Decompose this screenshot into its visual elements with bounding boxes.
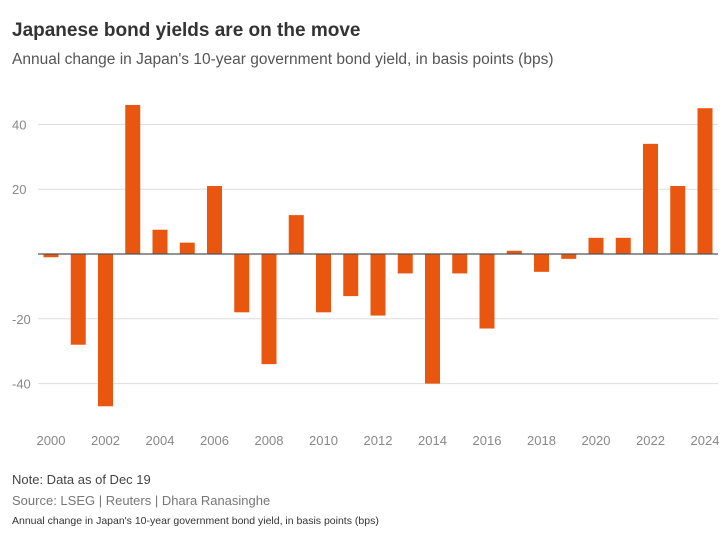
bar-2007 bbox=[234, 254, 250, 313]
bars bbox=[43, 104, 713, 407]
bar-2003 bbox=[125, 104, 141, 255]
bar-2005 bbox=[179, 242, 195, 254]
bar-2021 bbox=[615, 237, 631, 254]
bar-2011 bbox=[343, 254, 359, 297]
bar-2017 bbox=[506, 250, 522, 254]
chart-source: Source: LSEG | Reuters | Dhara Ranasingh… bbox=[12, 493, 271, 508]
y-tick-label: 20 bbox=[12, 182, 26, 197]
y-tick-label: -40 bbox=[12, 377, 31, 392]
x-tick-label: 2012 bbox=[364, 433, 393, 448]
x-tick-label: 2014 bbox=[418, 433, 447, 448]
bar-2014 bbox=[425, 254, 440, 384]
chart-note: Note: Data as of Dec 19 bbox=[12, 472, 151, 487]
chart-caption: Annual change in Japan's 10-year governm… bbox=[12, 515, 379, 527]
bar-2016 bbox=[479, 254, 495, 329]
x-tick-label: 2008 bbox=[255, 433, 284, 448]
x-tick-label: 2016 bbox=[473, 433, 502, 448]
bar-2009 bbox=[288, 215, 304, 254]
x-tick-label: 2020 bbox=[582, 433, 611, 448]
y-axis-ticks: 40 20 -20 -40 bbox=[12, 117, 31, 391]
x-tick-label: 2018 bbox=[527, 433, 556, 448]
bar-2013 bbox=[397, 254, 413, 274]
bar-2020 bbox=[588, 237, 604, 254]
x-tick-label: 2024 bbox=[691, 433, 720, 448]
x-tick-label: 2010 bbox=[309, 433, 338, 448]
x-axis-ticks: 2000 2002 2004 2006 2008 2010 2012 2014 2016 2018… bbox=[37, 433, 720, 448]
x-tick-label: 2002 bbox=[91, 433, 120, 448]
bar-2015 bbox=[452, 254, 468, 274]
bar-2019 bbox=[561, 254, 577, 259]
x-tick-label: 2004 bbox=[146, 433, 175, 448]
bar-2002 bbox=[98, 254, 113, 407]
bar-2012 bbox=[370, 254, 386, 316]
bar-2000 bbox=[43, 254, 59, 258]
bar-2024 bbox=[697, 108, 713, 254]
y-tick-label: -20 bbox=[12, 312, 31, 327]
bar-2010 bbox=[316, 254, 331, 313]
chart-subtitle: Annual change in Japan's 10-year governm… bbox=[12, 51, 554, 68]
gridlines bbox=[38, 123, 718, 385]
x-tick-label: 2006 bbox=[200, 433, 229, 448]
bar-2018 bbox=[534, 254, 549, 272]
bar-2022 bbox=[643, 143, 658, 254]
bar-2008 bbox=[261, 254, 277, 365]
x-tick-label: 2000 bbox=[37, 433, 66, 448]
bar-2001 bbox=[70, 254, 86, 345]
x-tick-label: 2022 bbox=[636, 433, 665, 448]
bar-2006 bbox=[207, 185, 222, 254]
y-tick-label: 40 bbox=[12, 117, 26, 132]
bar-2023 bbox=[670, 185, 686, 254]
bar-2004 bbox=[152, 229, 168, 254]
chart-title: Japanese bond yields are on the move bbox=[12, 20, 361, 41]
